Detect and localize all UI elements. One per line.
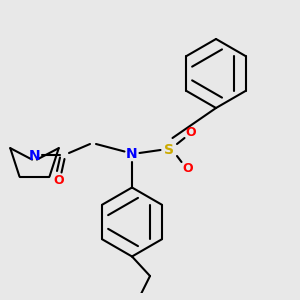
Text: S: S <box>164 143 175 157</box>
Text: N: N <box>126 148 138 161</box>
Text: O: O <box>182 161 193 175</box>
Text: N: N <box>29 149 40 163</box>
Text: O: O <box>53 173 64 187</box>
Text: O: O <box>185 125 196 139</box>
